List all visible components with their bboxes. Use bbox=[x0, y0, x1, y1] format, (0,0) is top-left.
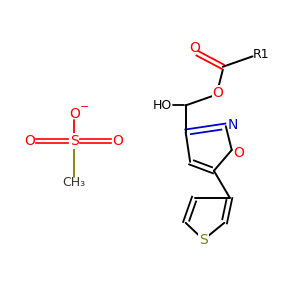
Text: −: − bbox=[80, 102, 89, 112]
Text: O: O bbox=[69, 107, 80, 121]
Text: HO: HO bbox=[152, 99, 172, 112]
Text: O: O bbox=[234, 146, 244, 160]
Text: O: O bbox=[24, 134, 35, 148]
Text: O: O bbox=[189, 41, 200, 55]
Text: S: S bbox=[70, 134, 79, 148]
Text: O: O bbox=[212, 85, 223, 100]
Text: N: N bbox=[228, 118, 238, 132]
Text: CH₃: CH₃ bbox=[63, 176, 86, 189]
Text: O: O bbox=[112, 134, 123, 148]
Text: S: S bbox=[199, 233, 208, 247]
Text: R1: R1 bbox=[253, 48, 269, 62]
